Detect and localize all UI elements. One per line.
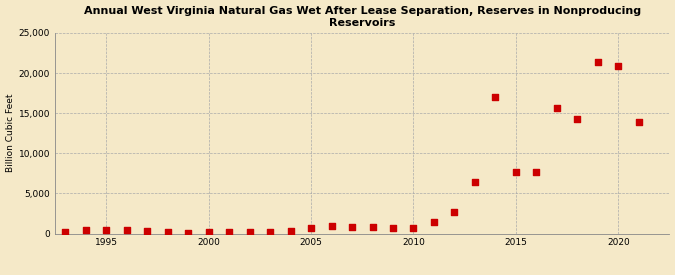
Point bbox=[572, 117, 583, 121]
Point bbox=[408, 226, 419, 230]
Point bbox=[490, 95, 501, 99]
Point bbox=[593, 60, 603, 64]
Y-axis label: Billion Cubic Feet: Billion Cubic Feet bbox=[5, 94, 15, 172]
Point bbox=[367, 225, 378, 230]
Point bbox=[203, 230, 214, 235]
Point bbox=[101, 227, 111, 232]
Point bbox=[387, 226, 398, 230]
Point bbox=[80, 227, 91, 232]
Point bbox=[162, 230, 173, 234]
Point bbox=[286, 229, 296, 233]
Point bbox=[613, 64, 624, 68]
Point bbox=[510, 170, 521, 174]
Point bbox=[551, 106, 562, 111]
Point bbox=[122, 228, 132, 232]
Point bbox=[429, 220, 439, 225]
Point bbox=[470, 180, 481, 185]
Title: Annual West Virginia Natural Gas Wet After Lease Separation, Reserves in Nonprod: Annual West Virginia Natural Gas Wet Aft… bbox=[84, 6, 641, 28]
Point bbox=[449, 210, 460, 214]
Point bbox=[306, 226, 317, 230]
Point bbox=[347, 225, 358, 229]
Point bbox=[326, 224, 337, 229]
Point bbox=[633, 120, 644, 124]
Point bbox=[265, 230, 275, 235]
Point bbox=[60, 230, 71, 235]
Point bbox=[244, 230, 255, 235]
Point bbox=[531, 170, 542, 174]
Point bbox=[183, 230, 194, 235]
Point bbox=[142, 228, 153, 233]
Point bbox=[223, 230, 234, 235]
